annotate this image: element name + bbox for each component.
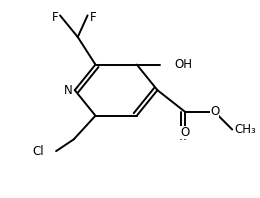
Text: O: O (210, 105, 219, 118)
Text: Cl: Cl (33, 145, 44, 158)
Text: O: O (180, 126, 190, 139)
Text: F: F (89, 11, 96, 24)
Text: OH: OH (174, 58, 192, 71)
Text: N: N (64, 84, 73, 97)
Text: F: F (51, 11, 58, 24)
Text: CH₃: CH₃ (234, 123, 256, 136)
